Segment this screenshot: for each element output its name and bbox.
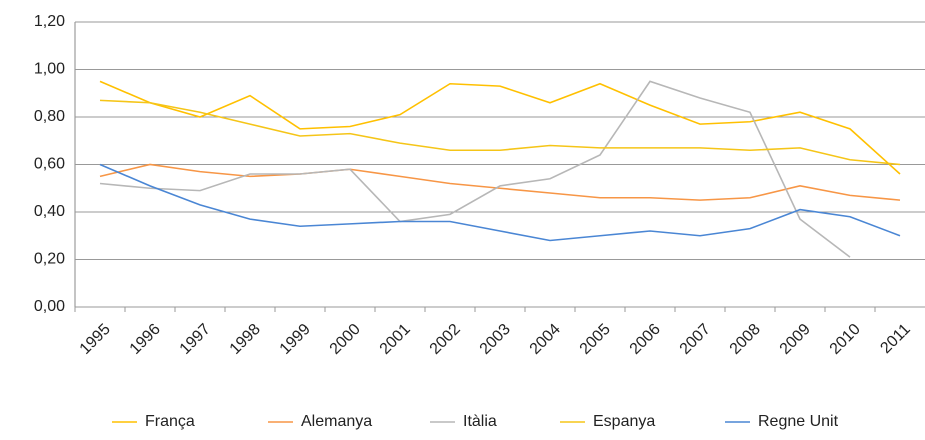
x-tick-label: 2010 xyxy=(827,321,864,358)
x-tick-label: 1996 xyxy=(127,321,164,358)
x-tick-label: 1995 xyxy=(77,321,114,358)
y-tick-label: 0,60 xyxy=(34,156,65,173)
series-line xyxy=(99,163,901,242)
legend-label: França xyxy=(145,413,195,430)
series-line xyxy=(99,80,901,175)
y-tick-label: 0,20 xyxy=(34,251,65,268)
x-tick-label: 2001 xyxy=(377,321,414,358)
x-tick-label: 2008 xyxy=(727,321,764,358)
y-tick-label: 1,20 xyxy=(34,13,65,30)
legend-label: Itàlia xyxy=(463,413,497,430)
y-tick-label: 0,00 xyxy=(34,298,65,315)
x-tick-label: 2003 xyxy=(477,321,514,358)
x-tick-label: 2000 xyxy=(327,321,364,358)
legend-label: Regne Unit xyxy=(758,413,839,430)
y-tick-label: 0,80 xyxy=(34,108,65,125)
y-tick-label: 1,00 xyxy=(34,61,65,78)
x-tick-label: 2011 xyxy=(877,321,913,357)
series-line xyxy=(99,99,901,166)
series-line xyxy=(99,80,851,258)
x-tick-label: 2004 xyxy=(527,321,564,358)
legend-label: Alemanya xyxy=(301,413,372,430)
x-tick-label: 2005 xyxy=(577,321,614,358)
x-tick-label: 2006 xyxy=(627,321,664,358)
y-tick-label: 0,40 xyxy=(34,203,65,220)
x-tick-label: 2009 xyxy=(777,321,814,358)
x-tick-label: 1998 xyxy=(227,321,264,358)
legend-label: Espanya xyxy=(593,413,655,430)
x-tick-label: 1997 xyxy=(177,321,214,358)
series-line xyxy=(99,163,901,201)
x-tick-label: 2002 xyxy=(427,321,464,358)
x-tick-label: 2007 xyxy=(677,321,714,358)
x-tick-label: 1999 xyxy=(277,321,314,358)
